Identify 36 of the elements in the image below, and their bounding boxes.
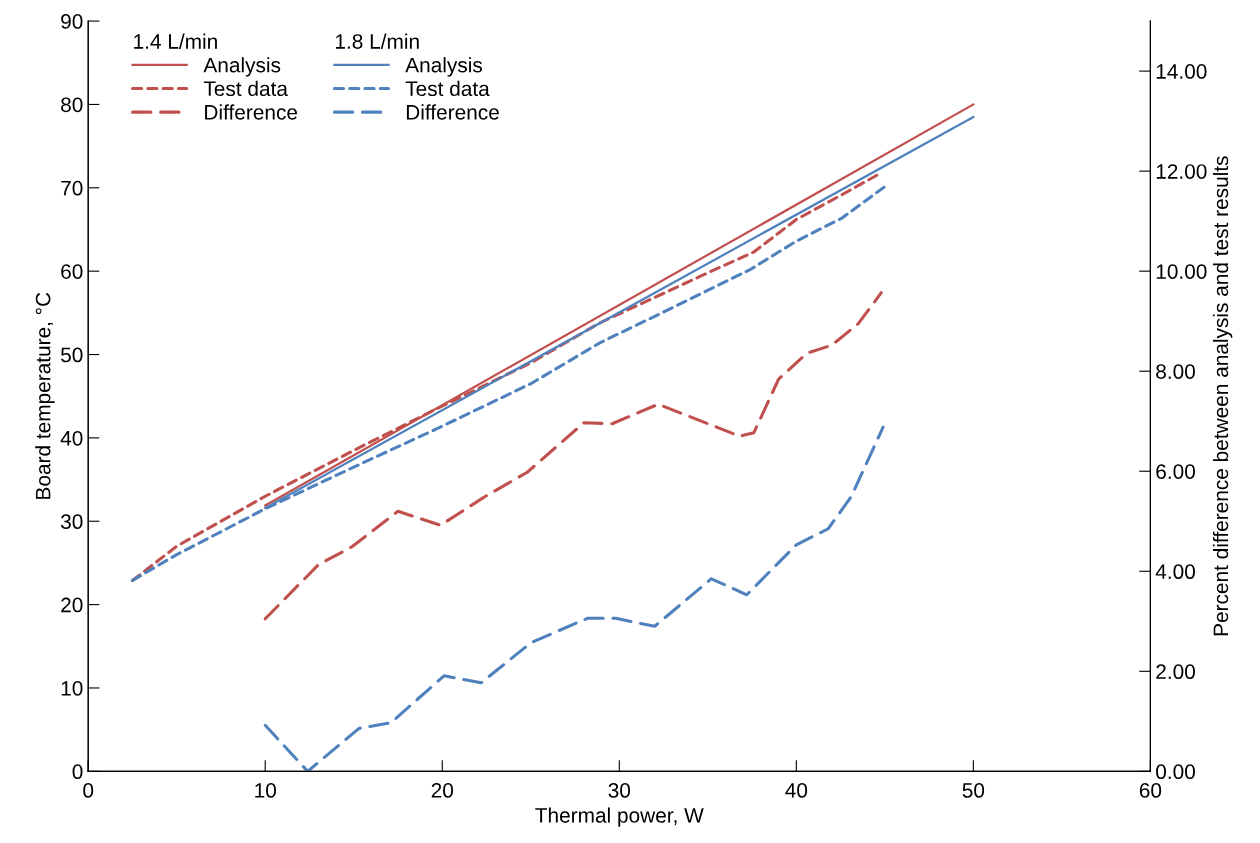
legend-label: Analysis	[203, 57, 281, 77]
y2-tick-label: 2.00	[1156, 664, 1195, 680]
y2-tick-label: 0.00	[1156, 764, 1195, 780]
legend-label: Difference	[406, 104, 499, 120]
y2-tick-label: 8.00	[1156, 364, 1195, 379]
x-tick-label: 30	[608, 783, 631, 798]
legend-label: Test data	[203, 80, 288, 97]
x-axis-title: Thermal power, W	[535, 807, 704, 827]
y-tick-label: 50	[61, 347, 83, 363]
legend-label: Analysis	[405, 57, 483, 77]
annotation: 1.8 L/min	[335, 33, 419, 49]
y-tick-label: 10	[61, 680, 83, 696]
y2-tick-label: 12.00	[1156, 164, 1207, 179]
y-tick-label: 60	[61, 264, 83, 279]
y2-axis-title: Percent difference between analysis and test results	[1212, 156, 1233, 636]
y-axis-title: Board temperature, °C	[35, 292, 55, 499]
y-tick-label: 40	[60, 430, 83, 446]
x-tick-label: 50	[962, 783, 985, 798]
y2-tick-label: 14.00	[1156, 64, 1207, 79]
y2-tick-label: 6.00	[1156, 464, 1195, 479]
y-tick-label: 20	[61, 597, 83, 613]
y-tick-label: 70	[61, 180, 83, 196]
y-tick-label: 90	[61, 14, 83, 29]
legend-label: Difference	[205, 104, 298, 120]
annotation: 1.4 L/min	[134, 33, 217, 49]
x-tick-label: 40	[785, 783, 808, 798]
x-tick-label: 60	[1139, 783, 1162, 798]
y2-tick-label: 4.00	[1155, 564, 1195, 580]
x-tick-label: 0	[83, 783, 94, 798]
legend-label: Test data	[405, 80, 490, 97]
y2-tick-label: 10.00	[1156, 264, 1207, 279]
x-tick-label: 20	[431, 783, 454, 798]
y-tick-label: 0	[72, 764, 83, 780]
y-tick-label: 30	[60, 514, 83, 530]
x-tick-label: 10	[255, 783, 276, 798]
y-tick-label: 80	[61, 97, 83, 113]
